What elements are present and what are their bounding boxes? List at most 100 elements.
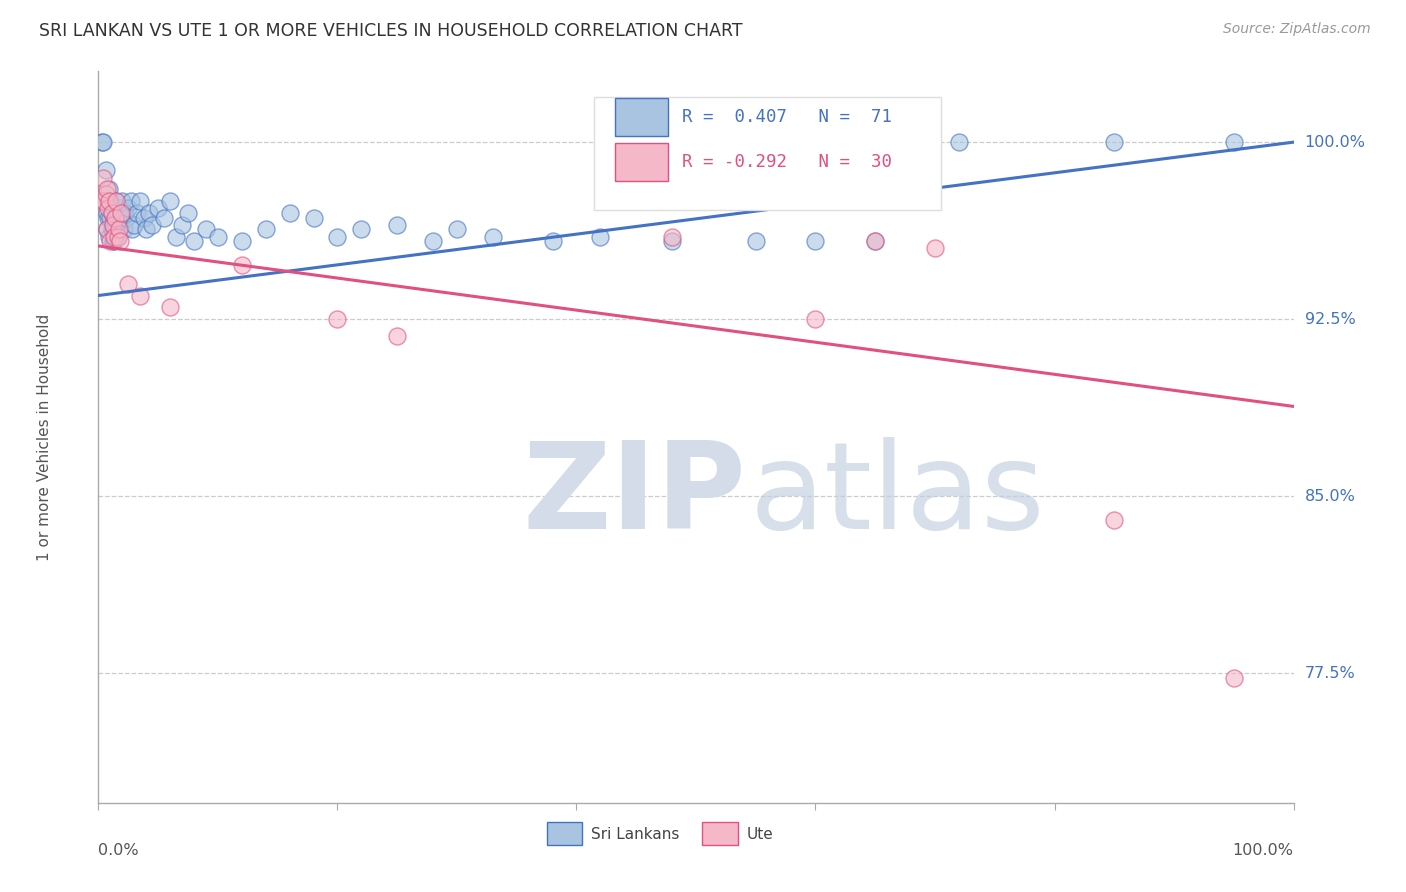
Point: [98, 194, 121, 208]
Text: 0.0%: 0.0%: [98, 843, 139, 858]
Text: Sri Lankans: Sri Lankans: [591, 828, 679, 842]
Point: [865, 234, 887, 248]
Point: [183, 234, 205, 248]
Text: SRI LANKAN VS UTE 1 OR MORE VEHICLES IN HOUSEHOLD CORRELATION CHART: SRI LANKAN VS UTE 1 OR MORE VEHICLES IN …: [39, 22, 742, 40]
Point: [107, 206, 129, 220]
Point: [1104, 135, 1126, 149]
Text: 92.5%: 92.5%: [1305, 311, 1355, 326]
Point: [107, 222, 129, 236]
FancyBboxPatch shape: [702, 822, 738, 846]
Point: [96, 206, 118, 220]
Point: [177, 206, 200, 220]
Point: [104, 211, 127, 225]
Point: [96, 182, 118, 196]
Point: [141, 218, 163, 232]
Point: [195, 222, 218, 236]
FancyBboxPatch shape: [595, 97, 941, 211]
Point: [165, 229, 187, 244]
Point: [107, 229, 129, 244]
Text: R =  0.407   N =  71: R = 0.407 N = 71: [682, 108, 891, 126]
Point: [254, 222, 277, 236]
Point: [100, 206, 122, 220]
Point: [1223, 671, 1246, 685]
FancyBboxPatch shape: [614, 98, 668, 136]
Text: R = -0.292   N =  30: R = -0.292 N = 30: [682, 153, 891, 171]
Point: [105, 194, 128, 208]
Point: [94, 187, 117, 202]
Point: [97, 201, 120, 215]
Point: [385, 328, 409, 343]
Point: [115, 211, 138, 225]
Text: ZIP: ZIP: [523, 437, 747, 554]
Point: [104, 229, 127, 244]
Point: [804, 234, 827, 248]
Point: [107, 218, 129, 232]
Point: [541, 234, 564, 248]
Point: [101, 218, 124, 232]
FancyBboxPatch shape: [547, 822, 582, 846]
Point: [120, 194, 142, 208]
Point: [207, 229, 229, 244]
Text: 85.0%: 85.0%: [1305, 489, 1355, 504]
Point: [114, 206, 136, 220]
Point: [661, 229, 683, 244]
Point: [96, 222, 118, 236]
Point: [350, 222, 373, 236]
Point: [108, 234, 131, 248]
Point: [302, 211, 325, 225]
Point: [589, 229, 612, 244]
Point: [103, 234, 125, 248]
Point: [97, 194, 120, 208]
Point: [948, 135, 970, 149]
Point: [172, 218, 194, 232]
Point: [132, 211, 155, 225]
Point: [112, 222, 135, 236]
Point: [159, 194, 181, 208]
Point: [101, 234, 124, 248]
Point: [446, 222, 468, 236]
Point: [124, 218, 146, 232]
Point: [148, 201, 170, 215]
Point: [107, 229, 129, 244]
Point: [105, 194, 128, 208]
Point: [135, 222, 157, 236]
Point: [110, 211, 132, 225]
Text: atlas: atlas: [749, 437, 1046, 554]
Point: [326, 312, 349, 326]
Point: [117, 277, 139, 291]
Point: [804, 312, 827, 326]
Point: [105, 218, 128, 232]
Point: [97, 211, 120, 225]
Point: [100, 206, 122, 220]
Point: [138, 206, 160, 220]
Point: [103, 229, 125, 244]
Point: [159, 301, 181, 315]
Point: [98, 211, 122, 225]
Point: [93, 194, 115, 208]
Point: [101, 218, 124, 232]
Point: [98, 234, 122, 248]
Point: [745, 234, 768, 248]
Point: [110, 206, 132, 220]
Text: 100.0%: 100.0%: [1233, 843, 1294, 858]
Point: [98, 229, 121, 244]
Point: [100, 222, 122, 236]
Point: [93, 194, 115, 208]
Point: [91, 135, 114, 149]
Point: [129, 288, 152, 302]
Point: [1223, 135, 1246, 149]
Point: [108, 201, 131, 215]
Point: [94, 163, 117, 178]
FancyBboxPatch shape: [614, 143, 668, 181]
Point: [91, 135, 114, 149]
Point: [104, 211, 127, 225]
Point: [103, 201, 125, 215]
Point: [422, 234, 444, 248]
Point: [96, 222, 118, 236]
Point: [98, 194, 122, 208]
Text: 100.0%: 100.0%: [1305, 135, 1365, 150]
Point: [103, 222, 125, 236]
Point: [865, 234, 887, 248]
Point: [326, 229, 349, 244]
Point: [278, 206, 301, 220]
